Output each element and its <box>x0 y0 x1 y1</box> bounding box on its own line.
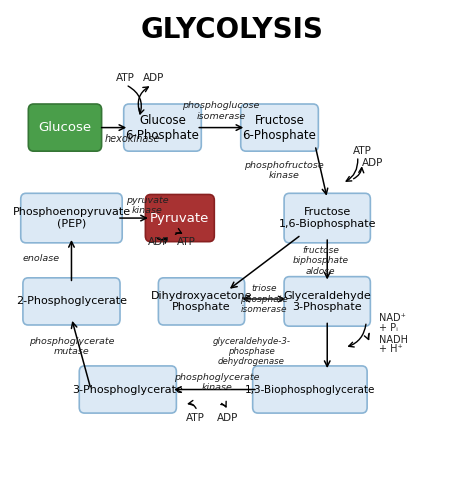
Text: ADP: ADP <box>143 73 165 82</box>
Text: ATP: ATP <box>185 413 204 423</box>
Text: Glucose
6-Phosphate: Glucose 6-Phosphate <box>126 114 199 142</box>
Text: ATP: ATP <box>353 147 372 157</box>
Text: GLYCOLYSIS: GLYCOLYSIS <box>140 16 323 44</box>
Text: glyceraldehyde-3-
phosphase
dehydrogenase: glyceraldehyde-3- phosphase dehydrogenas… <box>212 337 290 366</box>
FancyBboxPatch shape <box>284 277 370 326</box>
Text: enolase: enolase <box>22 254 60 263</box>
Text: Fructose
6-Phosphate: Fructose 6-Phosphate <box>243 114 316 142</box>
Text: 2-Phosphoglycerate: 2-Phosphoglycerate <box>16 297 127 307</box>
FancyBboxPatch shape <box>145 194 214 241</box>
Text: triose
phosphate
isomerase: triose phosphate isomerase <box>240 284 288 314</box>
Text: Glucose: Glucose <box>38 121 91 134</box>
Text: fructose
biphosphate
aldose: fructose biphosphate aldose <box>292 246 349 276</box>
FancyBboxPatch shape <box>252 366 367 413</box>
Text: Fructose
1,6-Biophosphate: Fructose 1,6-Biophosphate <box>279 207 376 229</box>
FancyBboxPatch shape <box>158 278 245 325</box>
FancyBboxPatch shape <box>241 104 318 151</box>
Text: ADP: ADP <box>362 158 383 168</box>
Text: 3-Phosphoglycerate: 3-Phosphoglycerate <box>72 385 183 395</box>
Text: + Pᵢ: + Pᵢ <box>379 322 398 332</box>
Text: phosphoglucose
isomerase: phosphoglucose isomerase <box>182 101 260 121</box>
Text: NADH: NADH <box>379 334 408 344</box>
Text: hexokinase: hexokinase <box>104 135 160 145</box>
Text: ADP: ADP <box>148 238 169 247</box>
Text: + H⁺: + H⁺ <box>379 344 403 354</box>
Text: ADP: ADP <box>217 413 238 423</box>
Text: Pyruvate: Pyruvate <box>150 212 210 225</box>
Text: phosphofructose
kinase: phosphofructose kinase <box>244 161 324 180</box>
Text: ATP: ATP <box>177 238 196 247</box>
FancyBboxPatch shape <box>28 104 102 151</box>
FancyBboxPatch shape <box>284 194 370 243</box>
Text: Phosphoenopyruvate
(PEP): Phosphoenopyruvate (PEP) <box>13 207 130 229</box>
FancyBboxPatch shape <box>23 278 120 325</box>
FancyBboxPatch shape <box>21 194 122 243</box>
Text: 1,3-Biophosphoglycerate: 1,3-Biophosphoglycerate <box>245 385 375 395</box>
FancyBboxPatch shape <box>124 104 201 151</box>
Text: phosphoglycerate
mutase: phosphoglycerate mutase <box>29 337 114 356</box>
FancyBboxPatch shape <box>79 366 176 413</box>
Text: Dihydroxyacetone
Phosphate: Dihydroxyacetone Phosphate <box>151 291 252 312</box>
Text: NAD⁺: NAD⁺ <box>379 313 406 323</box>
Text: ATP: ATP <box>116 73 135 82</box>
Text: Glyceraldehyde
3-Phosphate: Glyceraldehyde 3-Phosphate <box>284 291 371 312</box>
Text: pyruvate
kinase: pyruvate kinase <box>126 195 169 215</box>
Text: phosphoglycerate
kinase: phosphoglycerate kinase <box>174 373 260 392</box>
